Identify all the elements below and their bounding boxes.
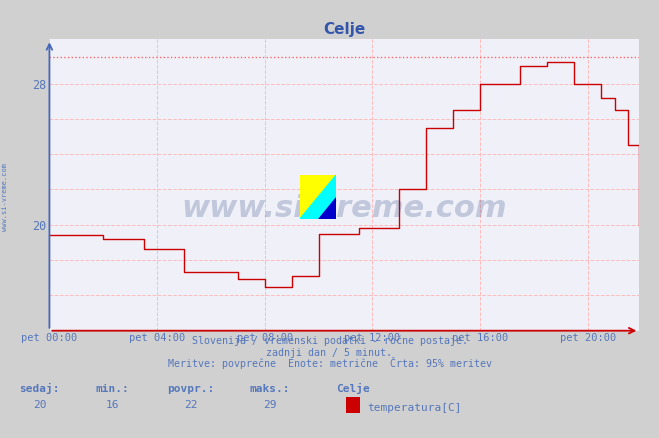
Text: Slovenija / vremenski podatki - ročne postaje.: Slovenija / vremenski podatki - ročne po…	[192, 336, 467, 346]
Text: 22: 22	[185, 400, 198, 410]
Polygon shape	[300, 175, 336, 219]
Text: 16: 16	[105, 400, 119, 410]
Text: Meritve: povprečne  Enote: metrične  Črta: 95% meritev: Meritve: povprečne Enote: metrične Črta:…	[167, 357, 492, 370]
Title: Celje: Celje	[323, 22, 366, 37]
Text: povpr.:: povpr.:	[167, 384, 215, 394]
Text: www.si-vreme.com: www.si-vreme.com	[2, 163, 8, 231]
Text: min.:: min.:	[95, 384, 129, 394]
Text: Celje: Celje	[335, 383, 370, 394]
Text: 20: 20	[33, 400, 46, 410]
Text: sedaj:: sedaj:	[19, 383, 60, 394]
Text: www.si-vreme.com: www.si-vreme.com	[181, 194, 507, 223]
Text: temperatura[C]: temperatura[C]	[367, 403, 461, 413]
Text: zadnji dan / 5 minut.: zadnji dan / 5 minut.	[266, 348, 393, 358]
Text: maks.:: maks.:	[250, 384, 291, 394]
Polygon shape	[318, 197, 336, 219]
Text: 29: 29	[264, 400, 277, 410]
Polygon shape	[300, 175, 336, 219]
